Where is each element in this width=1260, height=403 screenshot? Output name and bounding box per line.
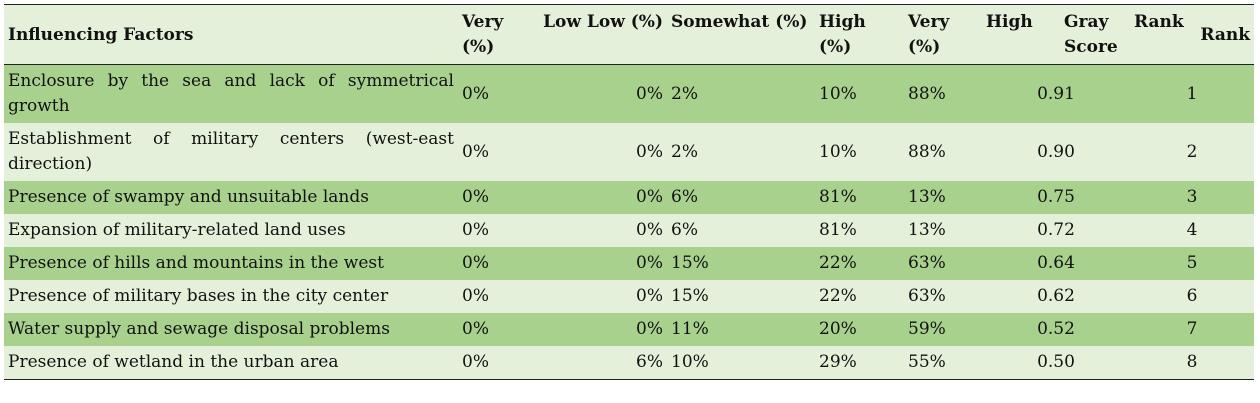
cell-gray-score: 0.50 — [1037, 352, 1075, 372]
header-rank: Rank Rank — [1130, 5, 1254, 65]
cell-very-low: 0% — [462, 286, 489, 306]
cell-somewhat: 11% — [671, 319, 709, 339]
header-influencing-factors: Influencing Factors — [8, 24, 194, 45]
cell-very-low: 0% — [462, 141, 489, 162]
cell-very-low: 0% — [462, 319, 489, 339]
cell-gray-score: 0.64 — [1037, 253, 1075, 273]
cell-low: 6% — [636, 352, 663, 372]
header-somewhat: Somewhat (%) — [671, 12, 808, 32]
cell-gray-score: 0.52 — [1037, 319, 1075, 339]
cell-low: 0% — [636, 141, 663, 162]
cell-factor: Presence of military bases in the city c… — [8, 286, 389, 306]
header-rank-a: Rank — [1134, 12, 1184, 32]
cell-somewhat: 6% — [671, 187, 698, 207]
cell-very-high: 13% — [908, 220, 946, 240]
cell-somewhat: 2% — [671, 83, 698, 104]
cell-gray-score: 0.72 — [1037, 220, 1075, 240]
table-row: Presence of military bases in the city c… — [4, 280, 1254, 313]
cell-gray-score: 0.75 — [1037, 187, 1075, 207]
cell-factor: Establishment of military centers (west-… — [8, 129, 454, 174]
cell-rank: 7 — [1186, 319, 1198, 339]
cell-very-high: 63% — [908, 253, 946, 273]
cell-rank: 1 — [1186, 83, 1198, 104]
cell-gray-score: 0.62 — [1037, 286, 1075, 306]
header-low: Low Low (%) — [543, 12, 663, 32]
cell-very-high: 13% — [908, 187, 946, 207]
cell-factor: Presence of wetland in the urban area — [8, 352, 339, 372]
cell-high: 22% — [819, 253, 857, 273]
table-row: Establishment of military centers (west-… — [4, 123, 1254, 181]
cell-very-low: 0% — [462, 187, 489, 207]
cell-gray-score: 0.90 — [1037, 141, 1075, 162]
cell-somewhat: 15% — [671, 253, 709, 273]
influencing-factors-table: Influencing Factors Very (%) Low Low (%)… — [4, 4, 1254, 380]
cell-somewhat: 2% — [671, 141, 698, 162]
cell-low: 0% — [636, 187, 663, 207]
cell-high: 81% — [819, 187, 857, 207]
cell-high: 29% — [819, 352, 857, 372]
cell-very-high: 59% — [908, 319, 946, 339]
table-container: Influencing Factors Very (%) Low Low (%)… — [4, 4, 1254, 380]
cell-rank: 3 — [1186, 187, 1198, 207]
cell-very-low: 0% — [462, 83, 489, 104]
cell-factor: Presence of hills and mountains in the w… — [8, 253, 384, 273]
cell-somewhat: 6% — [671, 220, 698, 240]
cell-low: 0% — [636, 319, 663, 339]
cell-rank: 4 — [1186, 220, 1198, 240]
cell-gray-score: 0.91 — [1037, 83, 1075, 104]
cell-rank: 2 — [1186, 141, 1198, 162]
table-row: Expansion of military-related land uses … — [4, 214, 1254, 247]
table-row: Enclosure by the sea and lack of symmetr… — [4, 64, 1254, 123]
cell-high: 22% — [819, 286, 857, 306]
cell-factor: Presence of swampy and unsuitable lands — [8, 187, 369, 207]
cell-rank: 8 — [1186, 352, 1198, 372]
cell-very-high: 55% — [908, 352, 946, 372]
cell-high: 20% — [819, 319, 857, 339]
table-row: Presence of hills and mountains in the w… — [4, 247, 1254, 280]
cell-very-high: 63% — [908, 286, 946, 306]
cell-low: 0% — [636, 286, 663, 306]
header-gray-score-gray: Gray Score — [1064, 12, 1118, 57]
header-gray-score-high: High — [986, 12, 1033, 32]
header-high: High (%) — [819, 12, 866, 57]
cell-high: 10% — [819, 141, 857, 162]
cell-low: 0% — [636, 83, 663, 104]
header-gray-score: High Gray Score — [982, 5, 1130, 65]
cell-very-low: 0% — [462, 253, 489, 273]
header-row: Influencing Factors Very (%) Low Low (%)… — [4, 4, 1254, 65]
header-very-high: Very (%) — [908, 12, 950, 57]
cell-factor: Water supply and sewage disposal problem… — [8, 319, 390, 339]
cell-very-low: 0% — [462, 220, 489, 240]
cell-very-high: 88% — [908, 141, 946, 162]
cell-low: 0% — [636, 220, 663, 240]
cell-high: 10% — [819, 83, 857, 104]
table-row: Water supply and sewage disposal problem… — [4, 313, 1254, 346]
cell-factor: Enclosure by the sea and lack of symmetr… — [8, 71, 454, 116]
header-rank-b: Rank — [1200, 25, 1250, 45]
table-row: Presence of wetland in the urban area 0%… — [4, 346, 1254, 380]
cell-somewhat: 15% — [671, 286, 709, 306]
cell-rank: 6 — [1186, 286, 1198, 306]
header-very-low: Very (%) — [462, 12, 504, 57]
cell-rank: 5 — [1186, 253, 1198, 273]
table-row: Presence of swampy and unsuitable lands … — [4, 181, 1254, 214]
cell-low: 0% — [636, 253, 663, 273]
cell-very-high: 88% — [908, 83, 946, 104]
cell-high: 81% — [819, 220, 857, 240]
cell-factor: Expansion of military-related land uses — [8, 220, 346, 240]
cell-somewhat: 10% — [671, 352, 709, 372]
cell-very-low: 0% — [462, 352, 489, 372]
